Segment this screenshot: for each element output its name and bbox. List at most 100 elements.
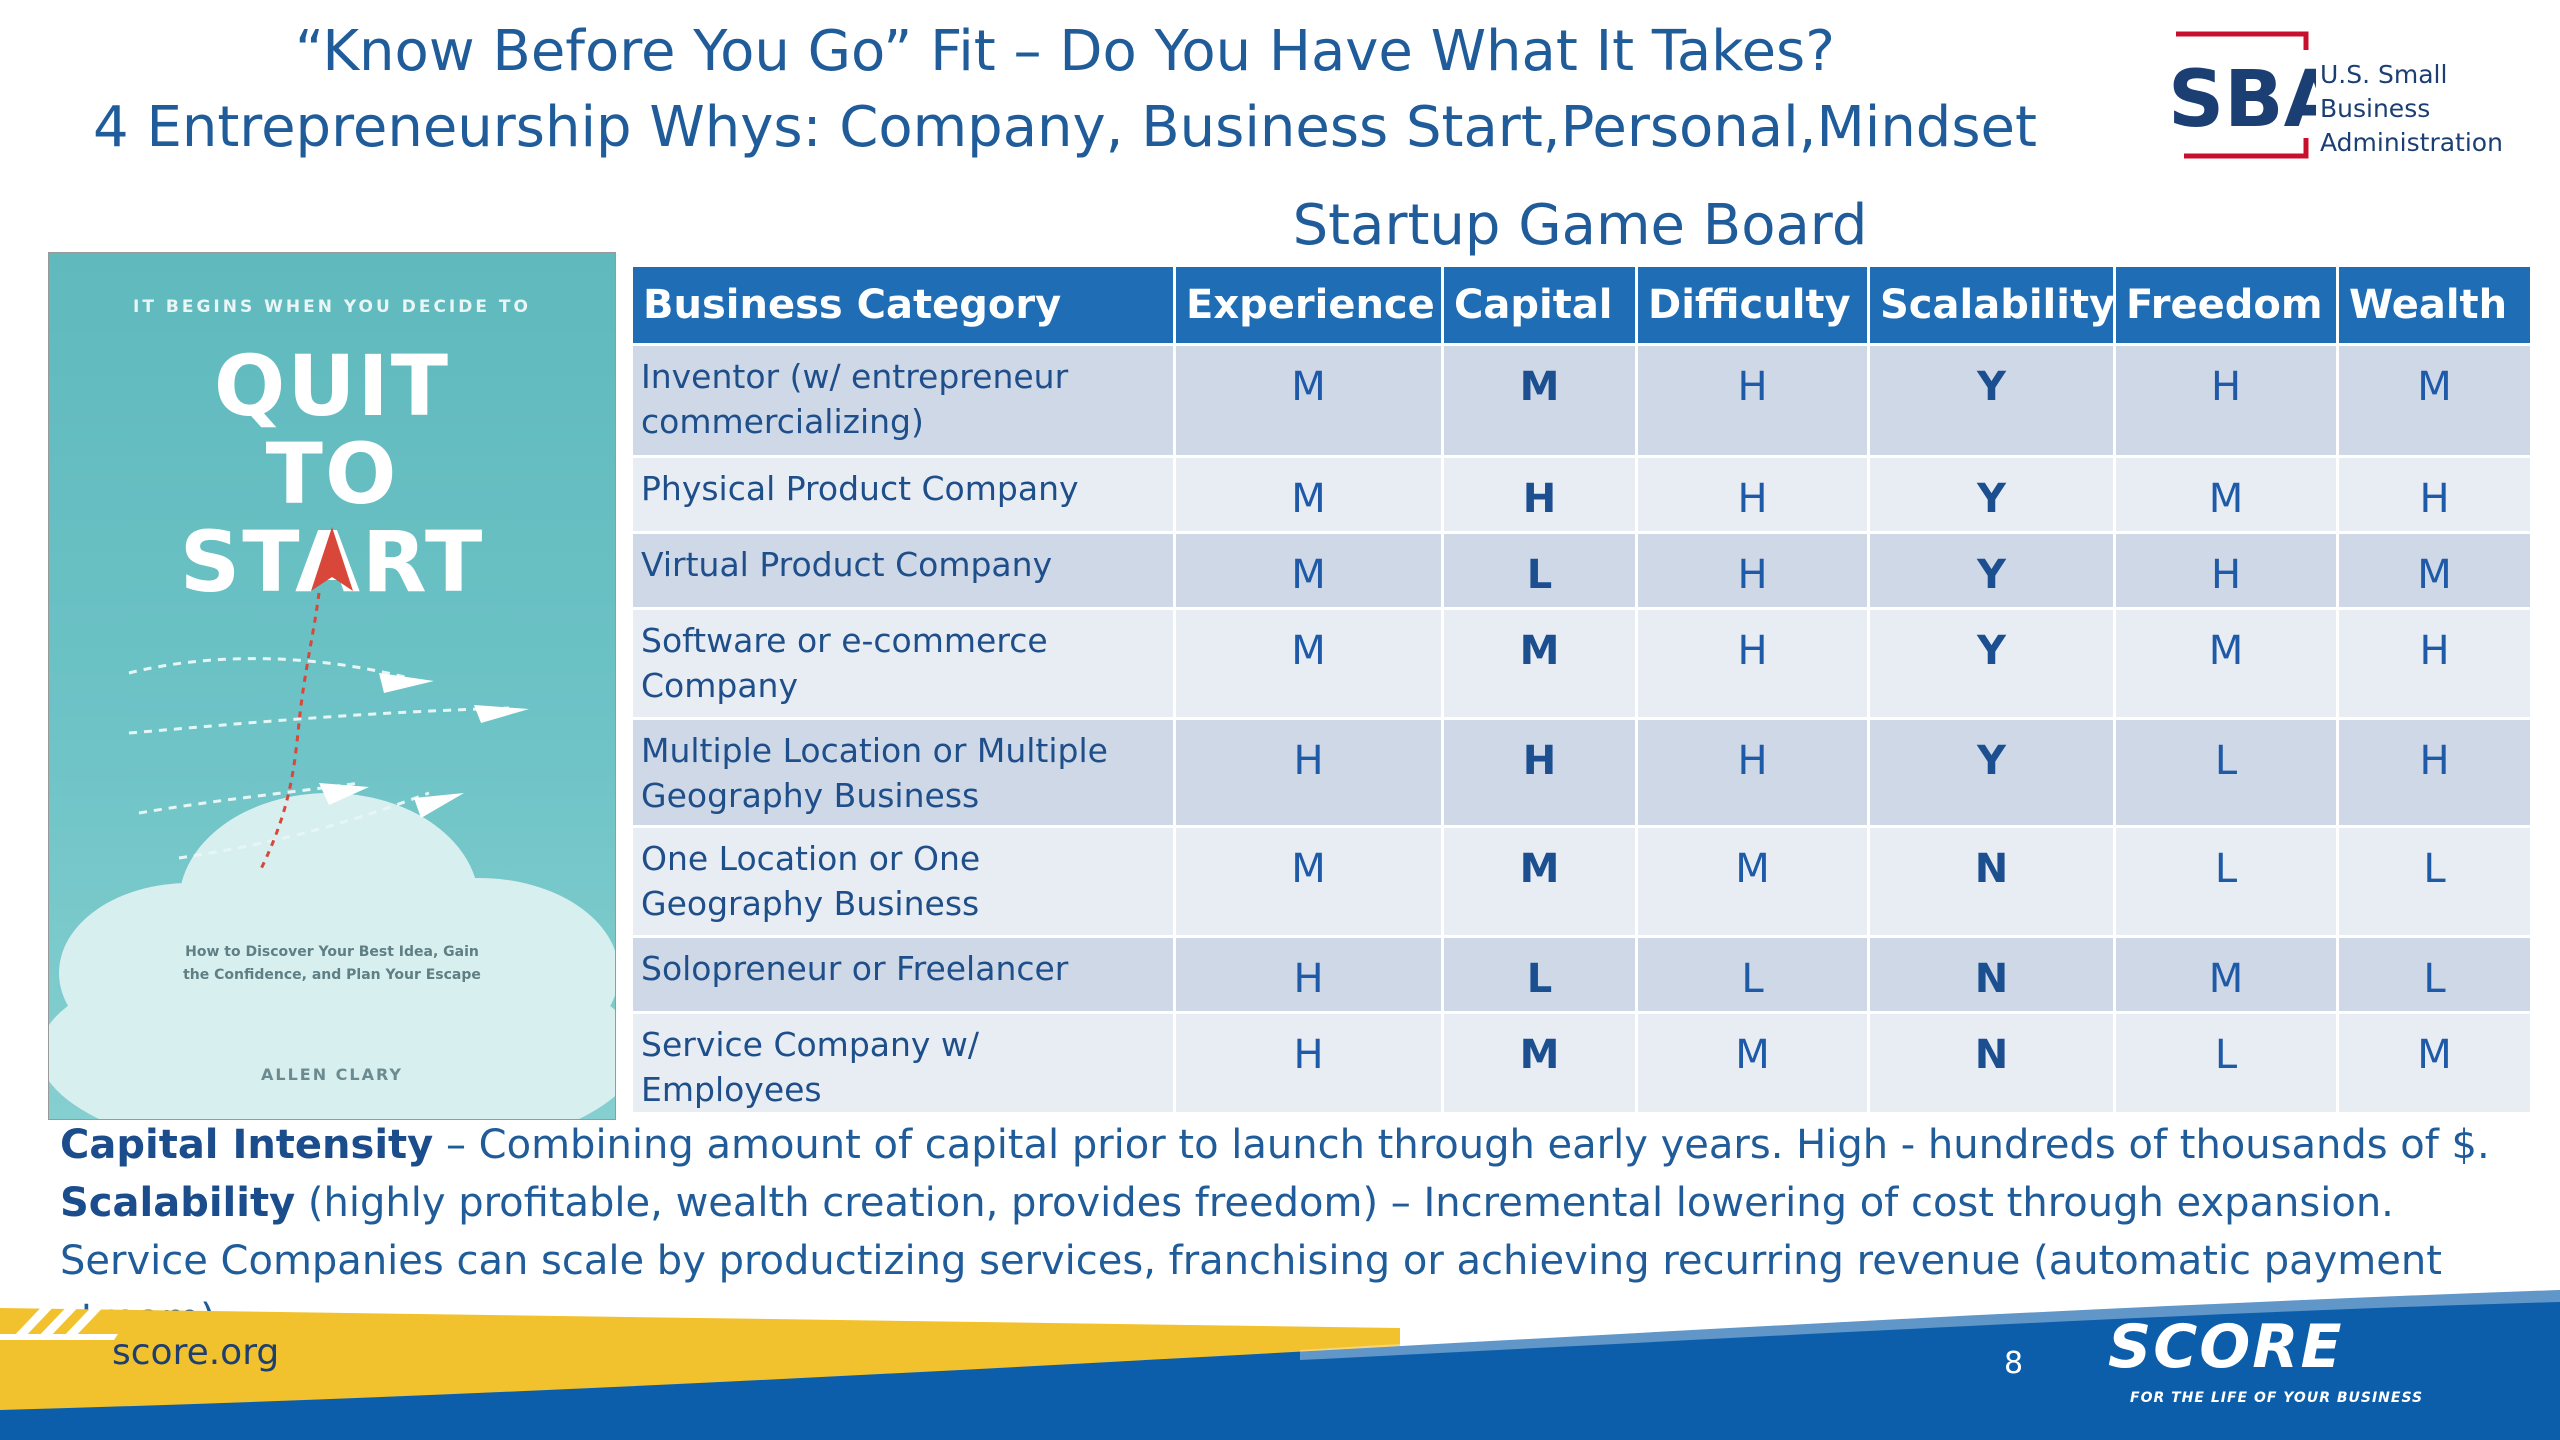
game-board-heading: Startup Game Board (1292, 193, 1868, 258)
table-row: Solopreneur or Freelancer H L L N M L (630, 935, 2533, 1014)
capital-cell: H (1441, 717, 1638, 828)
score-stripes-icon (0, 1298, 118, 1340)
book-tagline: IT BEGINS WHEN YOU DECIDE TO (133, 297, 531, 317)
experience-cell: M (1173, 607, 1444, 720)
difficulty-cell: M (1635, 1011, 1870, 1115)
cloud-shape (49, 793, 615, 1119)
slide-title-line2: 4 Entrepreneurship Whys: Company, Busine… (93, 95, 2037, 160)
freedom-cell: L (2113, 825, 2339, 938)
paper-plane-icon (319, 673, 529, 818)
capital-cell: M (1441, 1011, 1638, 1115)
experience-cell: M (1173, 455, 1444, 534)
red-plane-icon (311, 527, 353, 591)
freedom-cell: H (2113, 343, 2339, 458)
slide-footer: score.org 8 SCORE FOR THE LIFE OF YOUR B… (0, 1290, 2560, 1440)
column-header-difficulty: Difficulty (1635, 264, 1870, 346)
freedom-cell: M (2113, 607, 2339, 720)
wealth-cell: H (2336, 607, 2533, 720)
book-cover-image: IT BEGINS WHEN YOU DECIDE TO QUIT TO STA… (48, 252, 616, 1120)
wealth-cell: M (2336, 531, 2533, 610)
category-cell: Inventor (w/ entrepreneur commercializin… (630, 343, 1176, 458)
capital-cell: L (1441, 935, 1638, 1014)
table-row: Software or e-commerce Company M M H Y M… (630, 607, 2533, 720)
wealth-cell: M (2336, 343, 2533, 458)
category-cell: Software or e-commerce Company (630, 607, 1176, 720)
scalability-cell: N (1867, 935, 2116, 1014)
freedom-cell: L (2113, 717, 2339, 828)
difficulty-cell: H (1635, 455, 1870, 534)
book-cover-art (49, 592, 615, 1119)
capital-cell: H (1441, 455, 1638, 534)
experience-cell: H (1173, 1011, 1444, 1115)
category-cell: Multiple Location or Multiple Geography … (630, 717, 1176, 828)
slide-title-line1: “Know Before You Go” Fit – Do You Have W… (295, 19, 1835, 84)
book-title-quit: QUIT (213, 337, 451, 435)
capital-cell: L (1441, 531, 1638, 610)
category-cell: Virtual Product Company (630, 531, 1176, 610)
sba-logo-mark-icon: SBA (2168, 31, 2316, 159)
scalability-term: Scalability (60, 1180, 296, 1226)
difficulty-cell: L (1635, 935, 1870, 1014)
experience-cell: M (1173, 343, 1444, 458)
column-header-freedom: Freedom (2113, 264, 2339, 346)
difficulty-cell: H (1635, 717, 1870, 828)
column-header-category: Business Category (630, 264, 1176, 346)
freedom-cell: M (2113, 935, 2339, 1014)
sba-logo: SBA U.S. Small Business Administration (2150, 30, 2550, 160)
column-header-experience: Experience (1173, 264, 1444, 346)
definitions-notes: Capital Intensity – Combining amount of … (60, 1116, 2520, 1348)
scalability-text: (highly profitable, wealth creation, pro… (60, 1180, 2442, 1342)
capital-intensity-text: – Combining amount of capital prior to l… (433, 1122, 2490, 1168)
experience-cell: M (1173, 825, 1444, 938)
wealth-cell: H (2336, 455, 2533, 534)
capital-intensity-note: Capital Intensity – Combining amount of … (60, 1116, 2520, 1174)
book-title-to: TO (265, 425, 399, 523)
freedom-cell: L (2113, 1011, 2339, 1115)
wealth-cell: M (2336, 1011, 2533, 1115)
column-header-capital: Capital (1441, 264, 1638, 346)
table-row: Multiple Location or Multiple Geography … (630, 717, 2533, 828)
book-author: ALLEN CLARY (260, 1065, 403, 1084)
scalability-cell: Y (1867, 607, 2116, 720)
table-header-row: Business Category Experience Capital Dif… (630, 264, 2533, 346)
difficulty-cell: M (1635, 825, 1870, 938)
capital-cell: M (1441, 825, 1638, 938)
sba-logo-letters: SBA (2168, 55, 2316, 145)
page-number: 8 (2004, 1346, 2024, 1381)
footer-swoosh-background (0, 1290, 2560, 1440)
sba-logo-line2: Administration (2320, 128, 2503, 157)
scalability-cell: N (1867, 825, 2116, 938)
wealth-cell: L (2336, 935, 2533, 1014)
wealth-cell: L (2336, 825, 2533, 938)
table-row: One Location or One Geography Business M… (630, 825, 2533, 938)
table-row: Service Company w/ Employees H M M N L M (630, 1011, 2533, 1115)
table-row: Physical Product Company M H H Y M H (630, 455, 2533, 534)
score-tagline: FOR THE LIFE OF YOUR BUSINESS (2130, 1390, 2424, 1406)
scalability-cell: Y (1867, 343, 2116, 458)
scalability-note: Scalability (highly profitable, wealth c… (60, 1174, 2520, 1348)
startup-game-board-table: Business Category Experience Capital Dif… (630, 264, 2533, 1115)
difficulty-cell: H (1635, 343, 1870, 458)
experience-cell: M (1173, 531, 1444, 610)
freedom-cell: M (2113, 455, 2339, 534)
difficulty-cell: H (1635, 607, 1870, 720)
column-header-scalability: Scalability (1867, 264, 2116, 346)
table-row: Virtual Product Company M L H Y H M (630, 531, 2533, 610)
scalability-cell: Y (1867, 717, 2116, 828)
capital-cell: M (1441, 343, 1638, 458)
category-cell: Service Company w/ Employees (630, 1011, 1176, 1115)
wealth-cell: H (2336, 717, 2533, 828)
red-flight-path (257, 592, 321, 874)
category-cell: Solopreneur or Freelancer (630, 935, 1176, 1014)
capital-intensity-term: Capital Intensity (60, 1122, 434, 1168)
scalability-cell: N (1867, 1011, 2116, 1115)
column-header-wealth: Wealth (2336, 264, 2533, 346)
book-subtitle: How to Discover Your Best Idea, Gain the… (183, 944, 481, 983)
difficulty-cell: H (1635, 531, 1870, 610)
scalability-cell: Y (1867, 455, 2116, 534)
score-logo: SCORE (2108, 1312, 2344, 1382)
experience-cell: H (1173, 935, 1444, 1014)
capital-cell: M (1441, 607, 1638, 720)
scalability-cell: Y (1867, 531, 2116, 610)
category-cell: Physical Product Company (630, 455, 1176, 534)
